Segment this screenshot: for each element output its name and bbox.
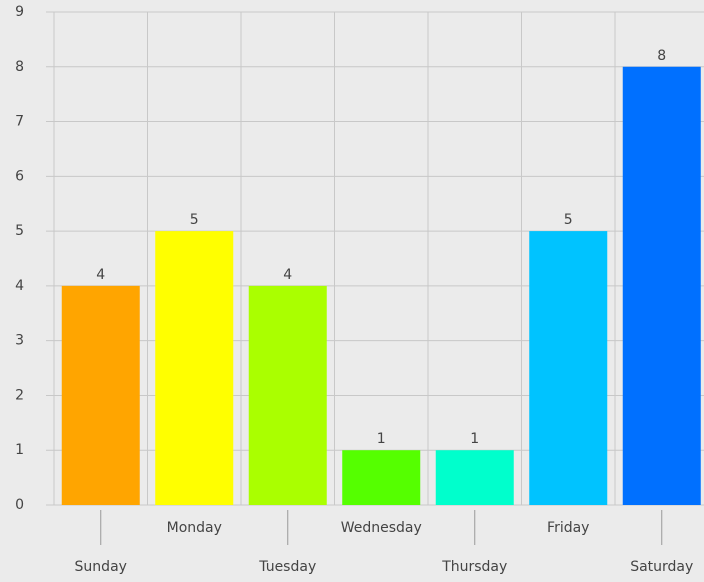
y-tick-label: 3	[15, 333, 24, 349]
bar	[155, 231, 234, 505]
bar	[622, 66, 701, 506]
y-tick-label: 4	[15, 278, 24, 294]
data-label: 1	[377, 431, 386, 447]
y-tick-label: 9	[15, 4, 24, 20]
x-tick-label: Saturday	[630, 559, 693, 575]
data-label: 4	[283, 267, 292, 283]
x-tick-label: Tuesday	[258, 559, 316, 575]
y-tick-label: 0	[15, 497, 24, 513]
bar	[248, 285, 327, 505]
y-tick-label: 5	[15, 223, 24, 239]
y-tick-label: 2	[15, 387, 24, 403]
bar	[529, 231, 608, 505]
data-label: 8	[657, 48, 666, 64]
y-tick-label: 7	[15, 114, 24, 130]
bar	[342, 450, 421, 505]
data-label: 5	[190, 212, 199, 228]
x-tick-label: Monday	[167, 520, 222, 536]
x-tick-label: Friday	[547, 520, 589, 536]
bar	[435, 450, 514, 505]
data-label: 4	[96, 267, 105, 283]
data-label: 5	[564, 212, 573, 228]
y-tick-label: 6	[15, 168, 24, 184]
x-tick-label: Sunday	[75, 559, 127, 575]
data-label: 1	[470, 431, 479, 447]
y-tick-label: 1	[15, 442, 24, 458]
x-tick-label: Wednesday	[341, 520, 422, 536]
y-tick-label: 8	[15, 59, 24, 75]
x-tick-label: Thursday	[441, 559, 507, 575]
bar	[61, 285, 140, 505]
